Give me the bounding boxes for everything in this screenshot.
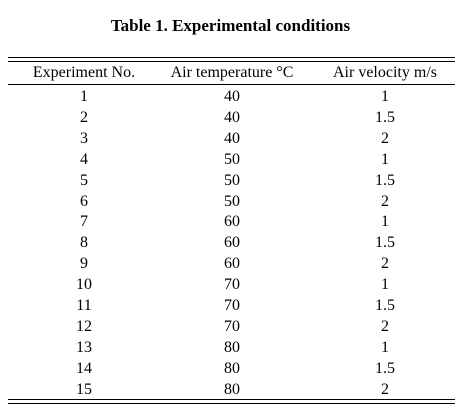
bottom-rule bbox=[8, 399, 455, 400]
table-cell: 1.5 bbox=[375, 108, 395, 126]
table-cell: 2 bbox=[381, 129, 389, 147]
table-cell: 70 bbox=[224, 317, 240, 335]
table-cell: 1.5 bbox=[375, 297, 395, 314]
table-cell: 11 bbox=[76, 297, 92, 314]
table-cell: 50 bbox=[224, 192, 240, 210]
table-cell: 60 bbox=[224, 234, 240, 252]
table-cell: 80 bbox=[224, 338, 240, 356]
table-cell: 1 bbox=[381, 276, 389, 294]
table-cell: 1 bbox=[381, 150, 389, 168]
table-cell: 60 bbox=[224, 213, 240, 231]
table-cell: 1.5 bbox=[375, 234, 395, 252]
table-cell: 70 bbox=[224, 297, 240, 314]
table-cell: 3 bbox=[80, 129, 88, 147]
table-cell: 2 bbox=[381, 317, 389, 335]
table-title: Table 1. Experimental conditions bbox=[110, 16, 351, 35]
bottom-rule bbox=[8, 403, 455, 404]
table-cell: 2 bbox=[381, 255, 389, 273]
table-cell: 1.5 bbox=[375, 359, 395, 377]
table-cell: 50 bbox=[224, 171, 240, 189]
table-cell: 15 bbox=[76, 380, 92, 398]
table-cell: 40 bbox=[224, 129, 240, 147]
table-cell: 50 bbox=[224, 150, 240, 168]
table-cell: 40 bbox=[224, 88, 240, 105]
table-cell: 40 bbox=[224, 108, 240, 126]
header-rule bbox=[8, 84, 455, 85]
top-rule bbox=[8, 57, 455, 58]
table-cell: 1 bbox=[381, 88, 389, 105]
table-cell: 6 bbox=[80, 192, 88, 210]
table-cell: 80 bbox=[224, 380, 240, 398]
column-header: Air velocity m/s bbox=[333, 64, 437, 81]
table-cell: 1 bbox=[381, 213, 389, 231]
table-cell: 5 bbox=[80, 171, 88, 189]
table-cell: 2 bbox=[381, 192, 389, 210]
table-cell: 1.5 bbox=[375, 171, 395, 189]
table-cell: 13 bbox=[76, 338, 92, 356]
table-cell: 12 bbox=[76, 317, 92, 335]
table-cell: 1 bbox=[80, 88, 88, 105]
top-rule bbox=[8, 61, 455, 62]
table-cell: 60 bbox=[224, 255, 240, 273]
column-header: Air temperature °C bbox=[170, 64, 294, 81]
table-cell: 7 bbox=[80, 213, 88, 231]
table-cell: 8 bbox=[80, 234, 88, 252]
table-cell: 1 bbox=[381, 338, 389, 356]
table-cell: 80 bbox=[224, 359, 240, 377]
table-cell: 4 bbox=[80, 150, 88, 168]
table-cell: 2 bbox=[80, 108, 88, 126]
table-cell: 14 bbox=[76, 359, 92, 377]
table-cell: 70 bbox=[224, 276, 240, 294]
table-cell: 10 bbox=[76, 276, 92, 294]
table-cell: 2 bbox=[381, 380, 389, 398]
table-cell: 9 bbox=[80, 255, 88, 273]
column-header: Experiment No. bbox=[32, 64, 136, 81]
